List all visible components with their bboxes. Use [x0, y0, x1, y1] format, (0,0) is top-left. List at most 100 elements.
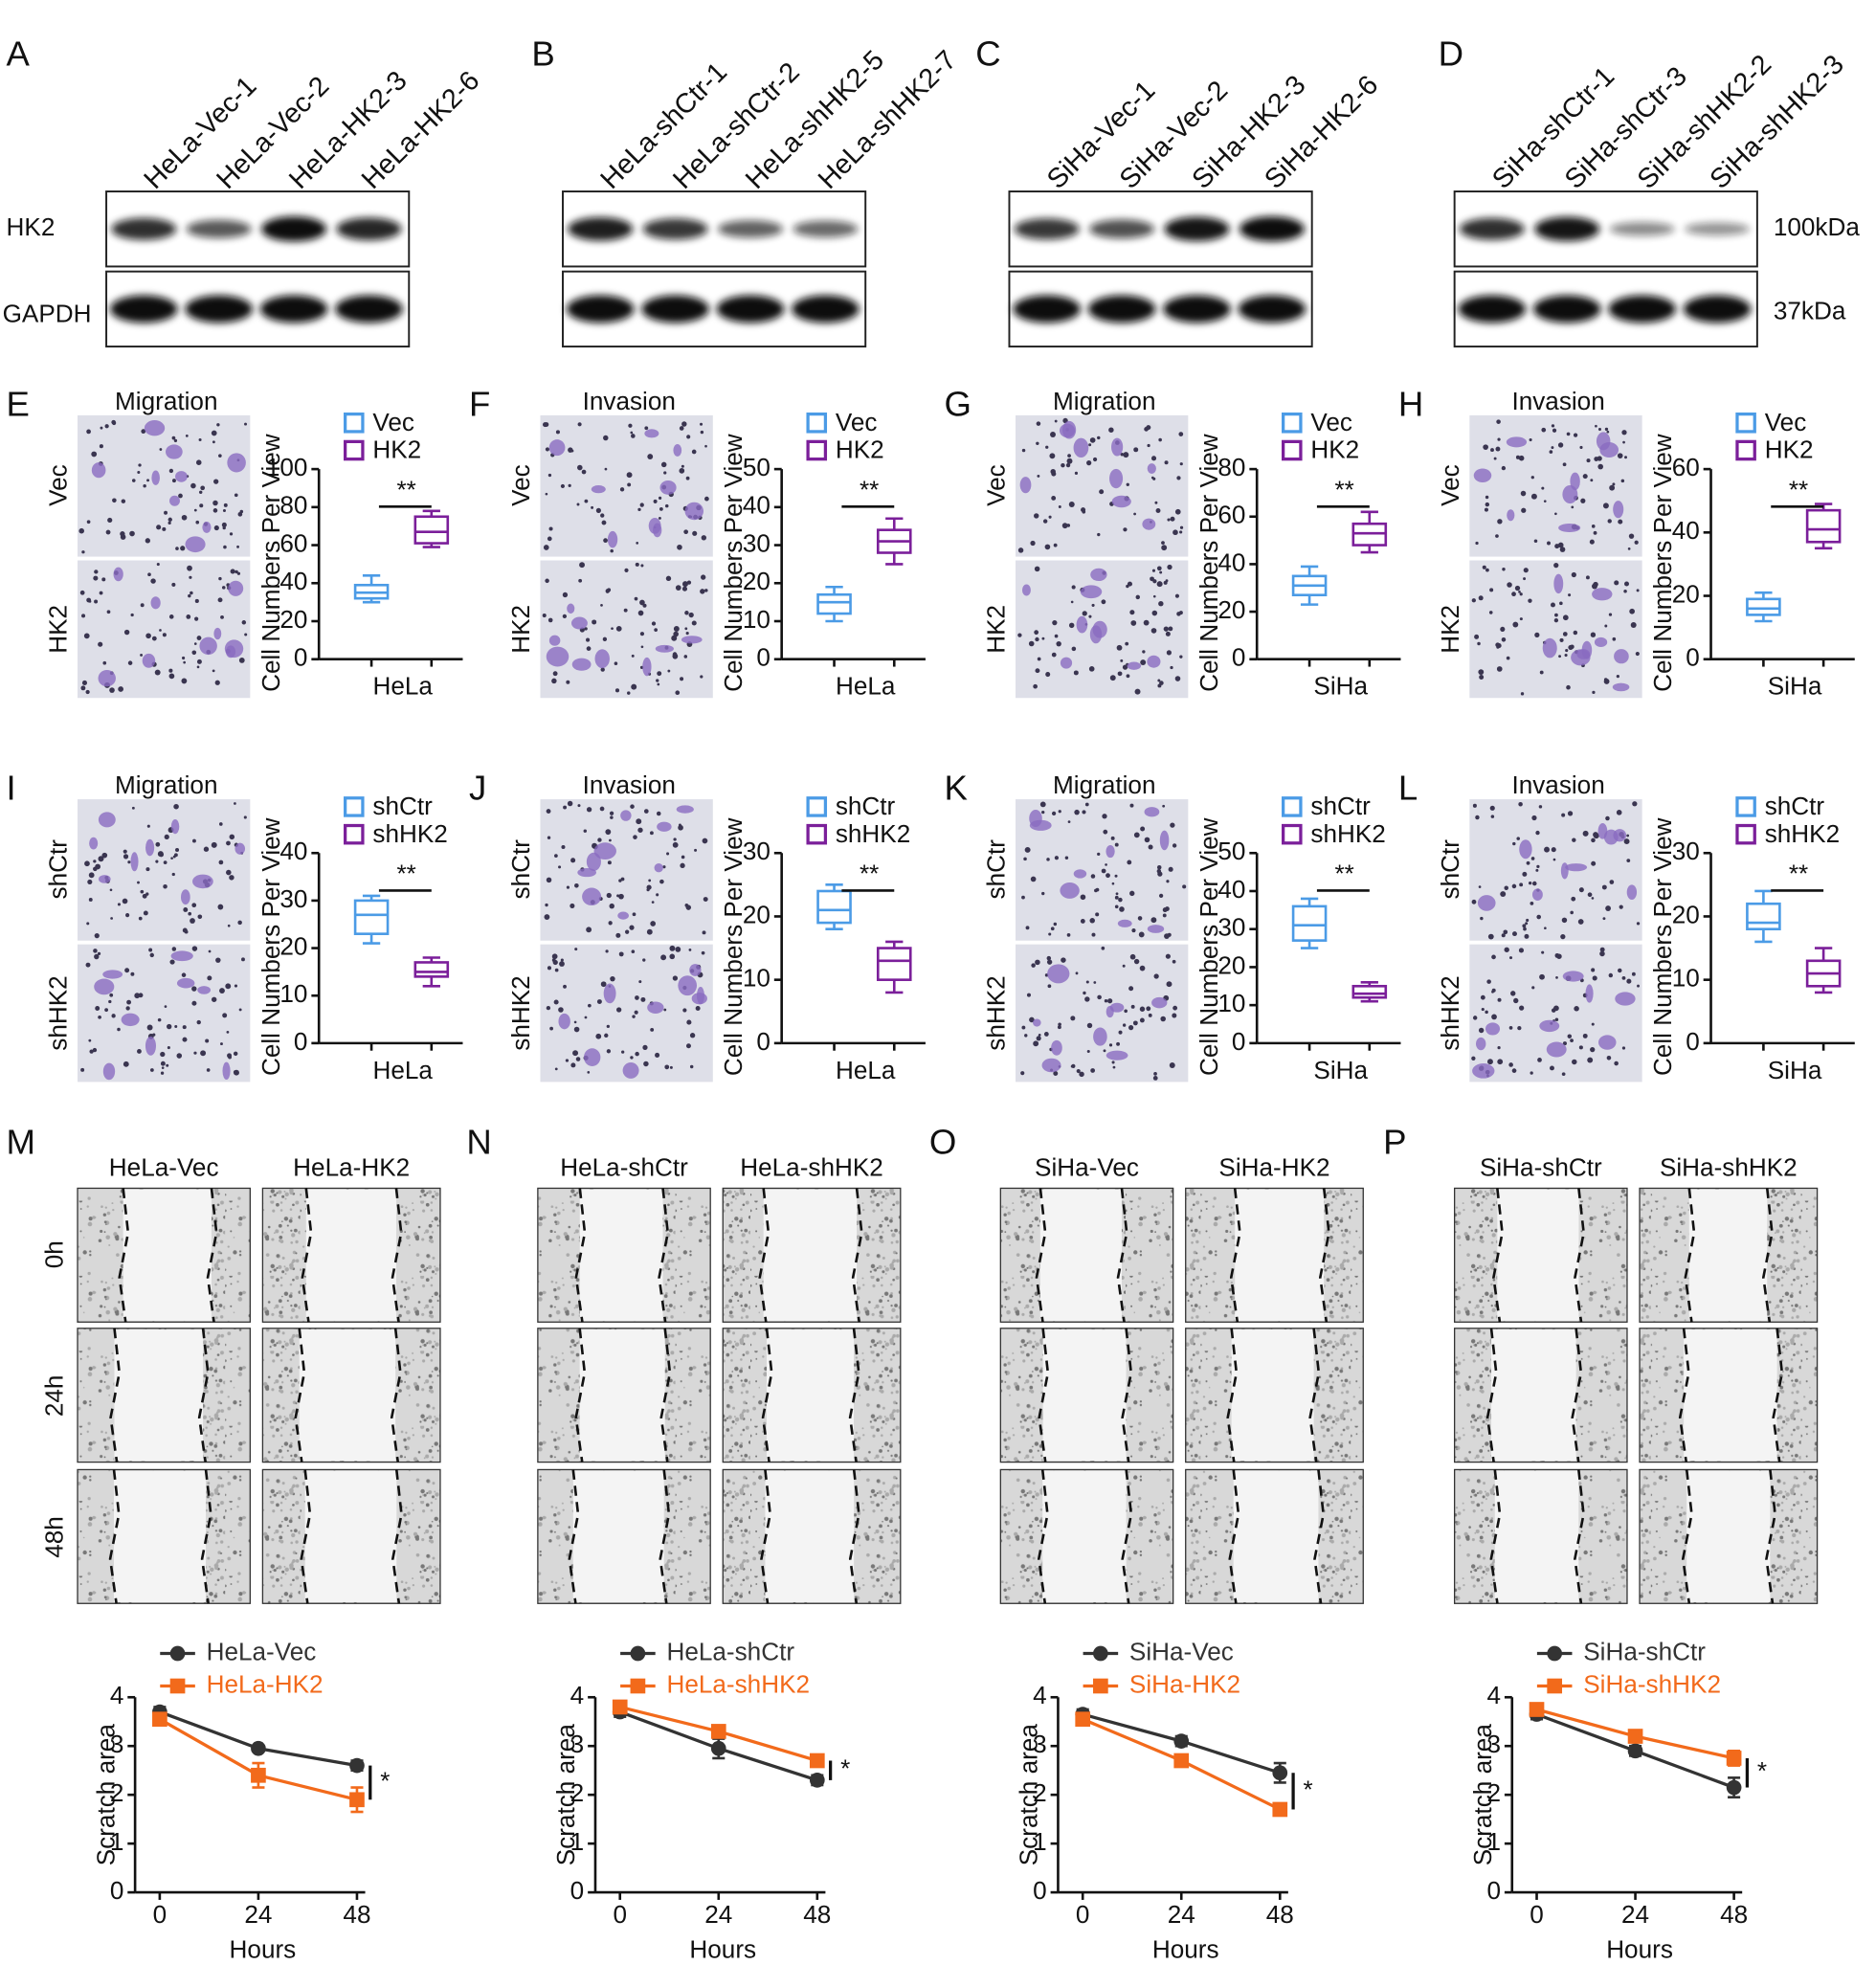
- cell-dot: [229, 875, 234, 881]
- cell-dot: [190, 482, 196, 489]
- cell-dot: [175, 848, 180, 853]
- legend-swatch: [1282, 412, 1303, 434]
- cell-dot: [1508, 1062, 1513, 1067]
- cell-dot: [1482, 565, 1486, 569]
- cell-dot: [182, 1037, 188, 1042]
- y-tick-label: 10: [743, 605, 770, 634]
- cell-dot: [559, 961, 565, 967]
- series-line: [159, 1710, 358, 1768]
- legend-swatch: [1735, 412, 1756, 434]
- cell-dot: [614, 661, 618, 665]
- cell-dot: [1495, 446, 1501, 452]
- cell-dot: [1090, 874, 1096, 879]
- box: [1746, 902, 1781, 931]
- cell-dot: [1156, 865, 1162, 870]
- cell-dot: [568, 447, 573, 453]
- cell-dot: [627, 482, 632, 487]
- cell-dot: [143, 483, 146, 488]
- cell-dot: [657, 682, 660, 686]
- cell-dot: [229, 834, 235, 840]
- cell-dot: [681, 464, 684, 468]
- cell-dot: [1632, 622, 1636, 627]
- cell-dot: [1176, 476, 1181, 480]
- cell-dot: [1554, 544, 1560, 549]
- cell-blob: [98, 875, 111, 883]
- cell-dot: [200, 1050, 207, 1057]
- cell-dot: [1573, 630, 1578, 636]
- cell-dot: [1607, 519, 1612, 524]
- cell-blob: [1093, 1027, 1107, 1046]
- cell-blob: [1151, 996, 1168, 1009]
- scratch-edge: [1308, 1328, 1321, 1463]
- cell-dot: [168, 673, 175, 680]
- cell-dot: [1523, 568, 1529, 573]
- cell-blob: [1041, 1058, 1061, 1073]
- cell-dot: [1627, 547, 1631, 550]
- cell-dot: [126, 999, 132, 1005]
- cell-dot: [646, 884, 652, 890]
- legend-label: Vec: [372, 408, 414, 436]
- cell-dot: [1487, 933, 1494, 940]
- cell-dot: [1157, 679, 1161, 682]
- micrograph: [1016, 414, 1189, 557]
- cell-blob: [689, 964, 702, 976]
- scratch-edge: [1226, 1328, 1239, 1463]
- cell-dot: [1130, 620, 1137, 626]
- cell-dot: [1610, 486, 1614, 490]
- cell-dot: [677, 544, 682, 550]
- cell-dot: [1490, 448, 1494, 453]
- cell-dot: [130, 613, 134, 617]
- cell-blob: [1506, 436, 1528, 448]
- cell-dot: [584, 1016, 588, 1019]
- y-tick-label: 60: [1672, 453, 1700, 481]
- cell-dot: [1114, 874, 1118, 878]
- cell-dot: [1097, 532, 1101, 537]
- x-tick-label: 48: [343, 1900, 370, 1929]
- cell-dot: [628, 423, 633, 428]
- cell-dot: [1526, 918, 1530, 923]
- cell-dot: [1046, 959, 1053, 965]
- marker: [251, 1740, 266, 1756]
- cell-dot: [1130, 1004, 1135, 1009]
- cell-dot: [1129, 610, 1135, 615]
- cell-dot: [664, 503, 669, 508]
- cell-dot: [1036, 1036, 1041, 1041]
- cell-dot: [194, 598, 199, 604]
- y-tick-label: 40: [279, 837, 307, 865]
- legend-swatch: [1735, 823, 1756, 845]
- cell-dot: [1541, 427, 1547, 433]
- band: [186, 219, 252, 238]
- cell-dot: [633, 835, 637, 839]
- cell-dot: [1114, 904, 1119, 909]
- image-row-label: Vec: [44, 464, 73, 506]
- cell-dot: [1046, 955, 1052, 961]
- cell-dot: [1157, 871, 1163, 877]
- band: [1608, 295, 1676, 324]
- cell-dot: [563, 984, 567, 989]
- cell-dot: [1017, 547, 1024, 553]
- x-tick-label: 0: [153, 1900, 168, 1929]
- cell-dot: [1058, 810, 1061, 814]
- image-title: Migration: [1053, 770, 1155, 799]
- scratch-gap: [765, 1470, 855, 1602]
- image-row-label: Vec: [506, 464, 535, 506]
- cell-dot: [614, 688, 620, 693]
- cell-dot: [106, 610, 111, 614]
- cell-dot: [159, 629, 162, 632]
- cell-dot: [1555, 976, 1558, 979]
- cell-dot: [1061, 462, 1065, 468]
- cell-dot: [182, 1025, 187, 1030]
- panel-letter: C: [975, 34, 1000, 74]
- cell-dot: [1070, 1016, 1076, 1021]
- cell-dot: [203, 846, 210, 852]
- cell-dot: [632, 912, 636, 917]
- cell-blob: [227, 453, 246, 473]
- y-axis-label: Cell Numbers Per View: [719, 434, 748, 692]
- cell-dot: [1150, 576, 1154, 582]
- cell-dot: [586, 927, 592, 933]
- cell-dot: [1170, 665, 1173, 670]
- cell-dot: [1536, 864, 1540, 869]
- cell-dot: [101, 852, 108, 859]
- cell-dot: [681, 855, 685, 860]
- cell-dot: [1541, 486, 1545, 490]
